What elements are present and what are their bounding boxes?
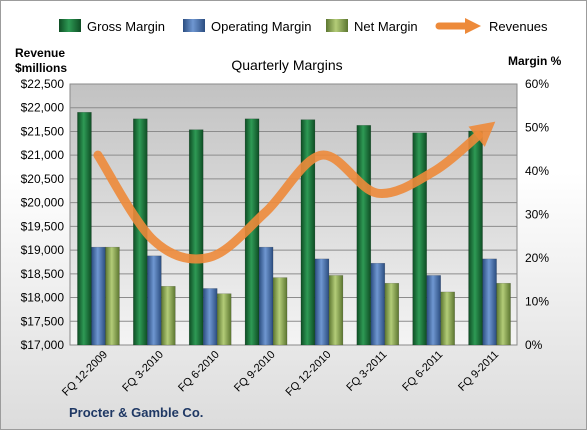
legend-swatch-net-margin (326, 19, 348, 32)
x-tick-label: FQ 12-2009 (60, 349, 110, 399)
legend-label-revenues: Revenues (489, 19, 548, 34)
legend-label-operating-margin: Operating Margin (211, 19, 311, 34)
legend-item-operating-margin: Operating Margin (183, 19, 311, 34)
x-tick-label: FQ 9-2010 (232, 349, 278, 395)
left-tick-label: $20,500 (21, 172, 65, 186)
left-tick-label: $17,000 (21, 338, 65, 352)
legend-label-gross-margin: Gross Margin (87, 19, 165, 34)
x-tick-label: FQ 6-2010 (176, 349, 222, 395)
bar-operating-margin (314, 258, 330, 346)
right-tick-label: 60% (525, 77, 549, 91)
left-tick-label: $19,000 (21, 243, 65, 257)
left-tick-label: $21,000 (21, 148, 65, 162)
bar-net-margin (496, 282, 511, 346)
right-tick-label: 0% (525, 338, 543, 352)
bar-operating-margin (258, 246, 274, 346)
x-axis-ticks: FQ 12-2009 FQ 3-2010 FQ 6-2010 FQ 9-2010 FQ … (60, 349, 501, 399)
legend-swatch-gross-margin (59, 19, 81, 32)
bar-net-margin (161, 286, 176, 346)
legend-label-net-margin: Net Margin (354, 19, 418, 34)
bar-operating-margin (202, 288, 218, 346)
left-tick-label: $22,500 (21, 77, 65, 91)
revenues-line (93, 131, 483, 264)
x-tick-label: FQ 3-2010 (120, 349, 166, 395)
left-axis-title-line2: $millions (15, 61, 67, 75)
left-tick-label: $22,000 (21, 101, 65, 115)
left-tick-label: $18,500 (21, 267, 65, 281)
right-axis-ticks: 0% 10% 20% 30% 40% 50% 60% (525, 77, 549, 352)
left-tick-label: $18,000 (21, 291, 65, 305)
footer-company-name: Procter & Gamble Co. (69, 405, 203, 420)
x-tick-label: FQ 6-2011 (400, 349, 445, 394)
bar-operating-margin (370, 262, 386, 346)
left-axis-title-line1: Revenue (15, 46, 65, 60)
legend-swatch-operating-margin (183, 19, 205, 32)
legend-item-revenues: Revenues (435, 18, 548, 34)
left-tick-label: $19,500 (21, 219, 65, 233)
bar-net-margin (216, 293, 232, 346)
revenue-line (93, 121, 496, 264)
x-tick-label: FQ 9-2011 (456, 349, 501, 394)
right-tick-label: 20% (525, 251, 549, 265)
bar-net-margin (105, 246, 120, 346)
bar-operating-margin (147, 255, 162, 346)
bar-operating-margin (482, 258, 497, 346)
bar-gross-margin (300, 119, 316, 346)
bar-net-margin (440, 291, 455, 346)
bar-net-margin (328, 275, 344, 346)
bar-gross-margin (77, 112, 92, 346)
left-axis-ticks: $17,000 $17,500 $18,000 $18,500 $19,000 $19,5… (21, 77, 65, 352)
right-tick-label: 40% (525, 164, 549, 178)
legend-arrowhead-revenues (465, 18, 481, 34)
x-tick-label: FQ 3-2011 (344, 349, 389, 394)
left-tick-label: $17,500 (21, 314, 65, 328)
bar-operating-margin (426, 275, 441, 346)
revenues-arrowhead (468, 121, 496, 147)
bar-gross-margin (356, 125, 372, 346)
bars (77, 112, 511, 346)
bar-gross-margin (468, 130, 483, 346)
bar-net-margin (272, 277, 288, 346)
left-tick-label: $20,000 (21, 196, 65, 210)
left-tick-label: $21,500 (21, 124, 65, 138)
right-tick-label: 30% (525, 208, 549, 222)
bar-net-margin (384, 282, 400, 346)
legend: Gross Margin Operating Margin Net Margin… (59, 18, 548, 34)
right-tick-label: 50% (525, 121, 549, 135)
bar-operating-margin (91, 246, 106, 346)
x-tick-label: FQ 12-2010 (284, 349, 334, 399)
legend-item-gross-margin: Gross Margin (59, 19, 165, 34)
bar-gross-margin (412, 132, 427, 346)
chart-title: Quarterly Margins (231, 57, 342, 73)
legend-item-net-margin: Net Margin (326, 19, 418, 34)
right-tick-label: 10% (525, 295, 549, 309)
right-axis-title: Margin % (508, 54, 562, 68)
bar-gross-margin (188, 129, 204, 346)
